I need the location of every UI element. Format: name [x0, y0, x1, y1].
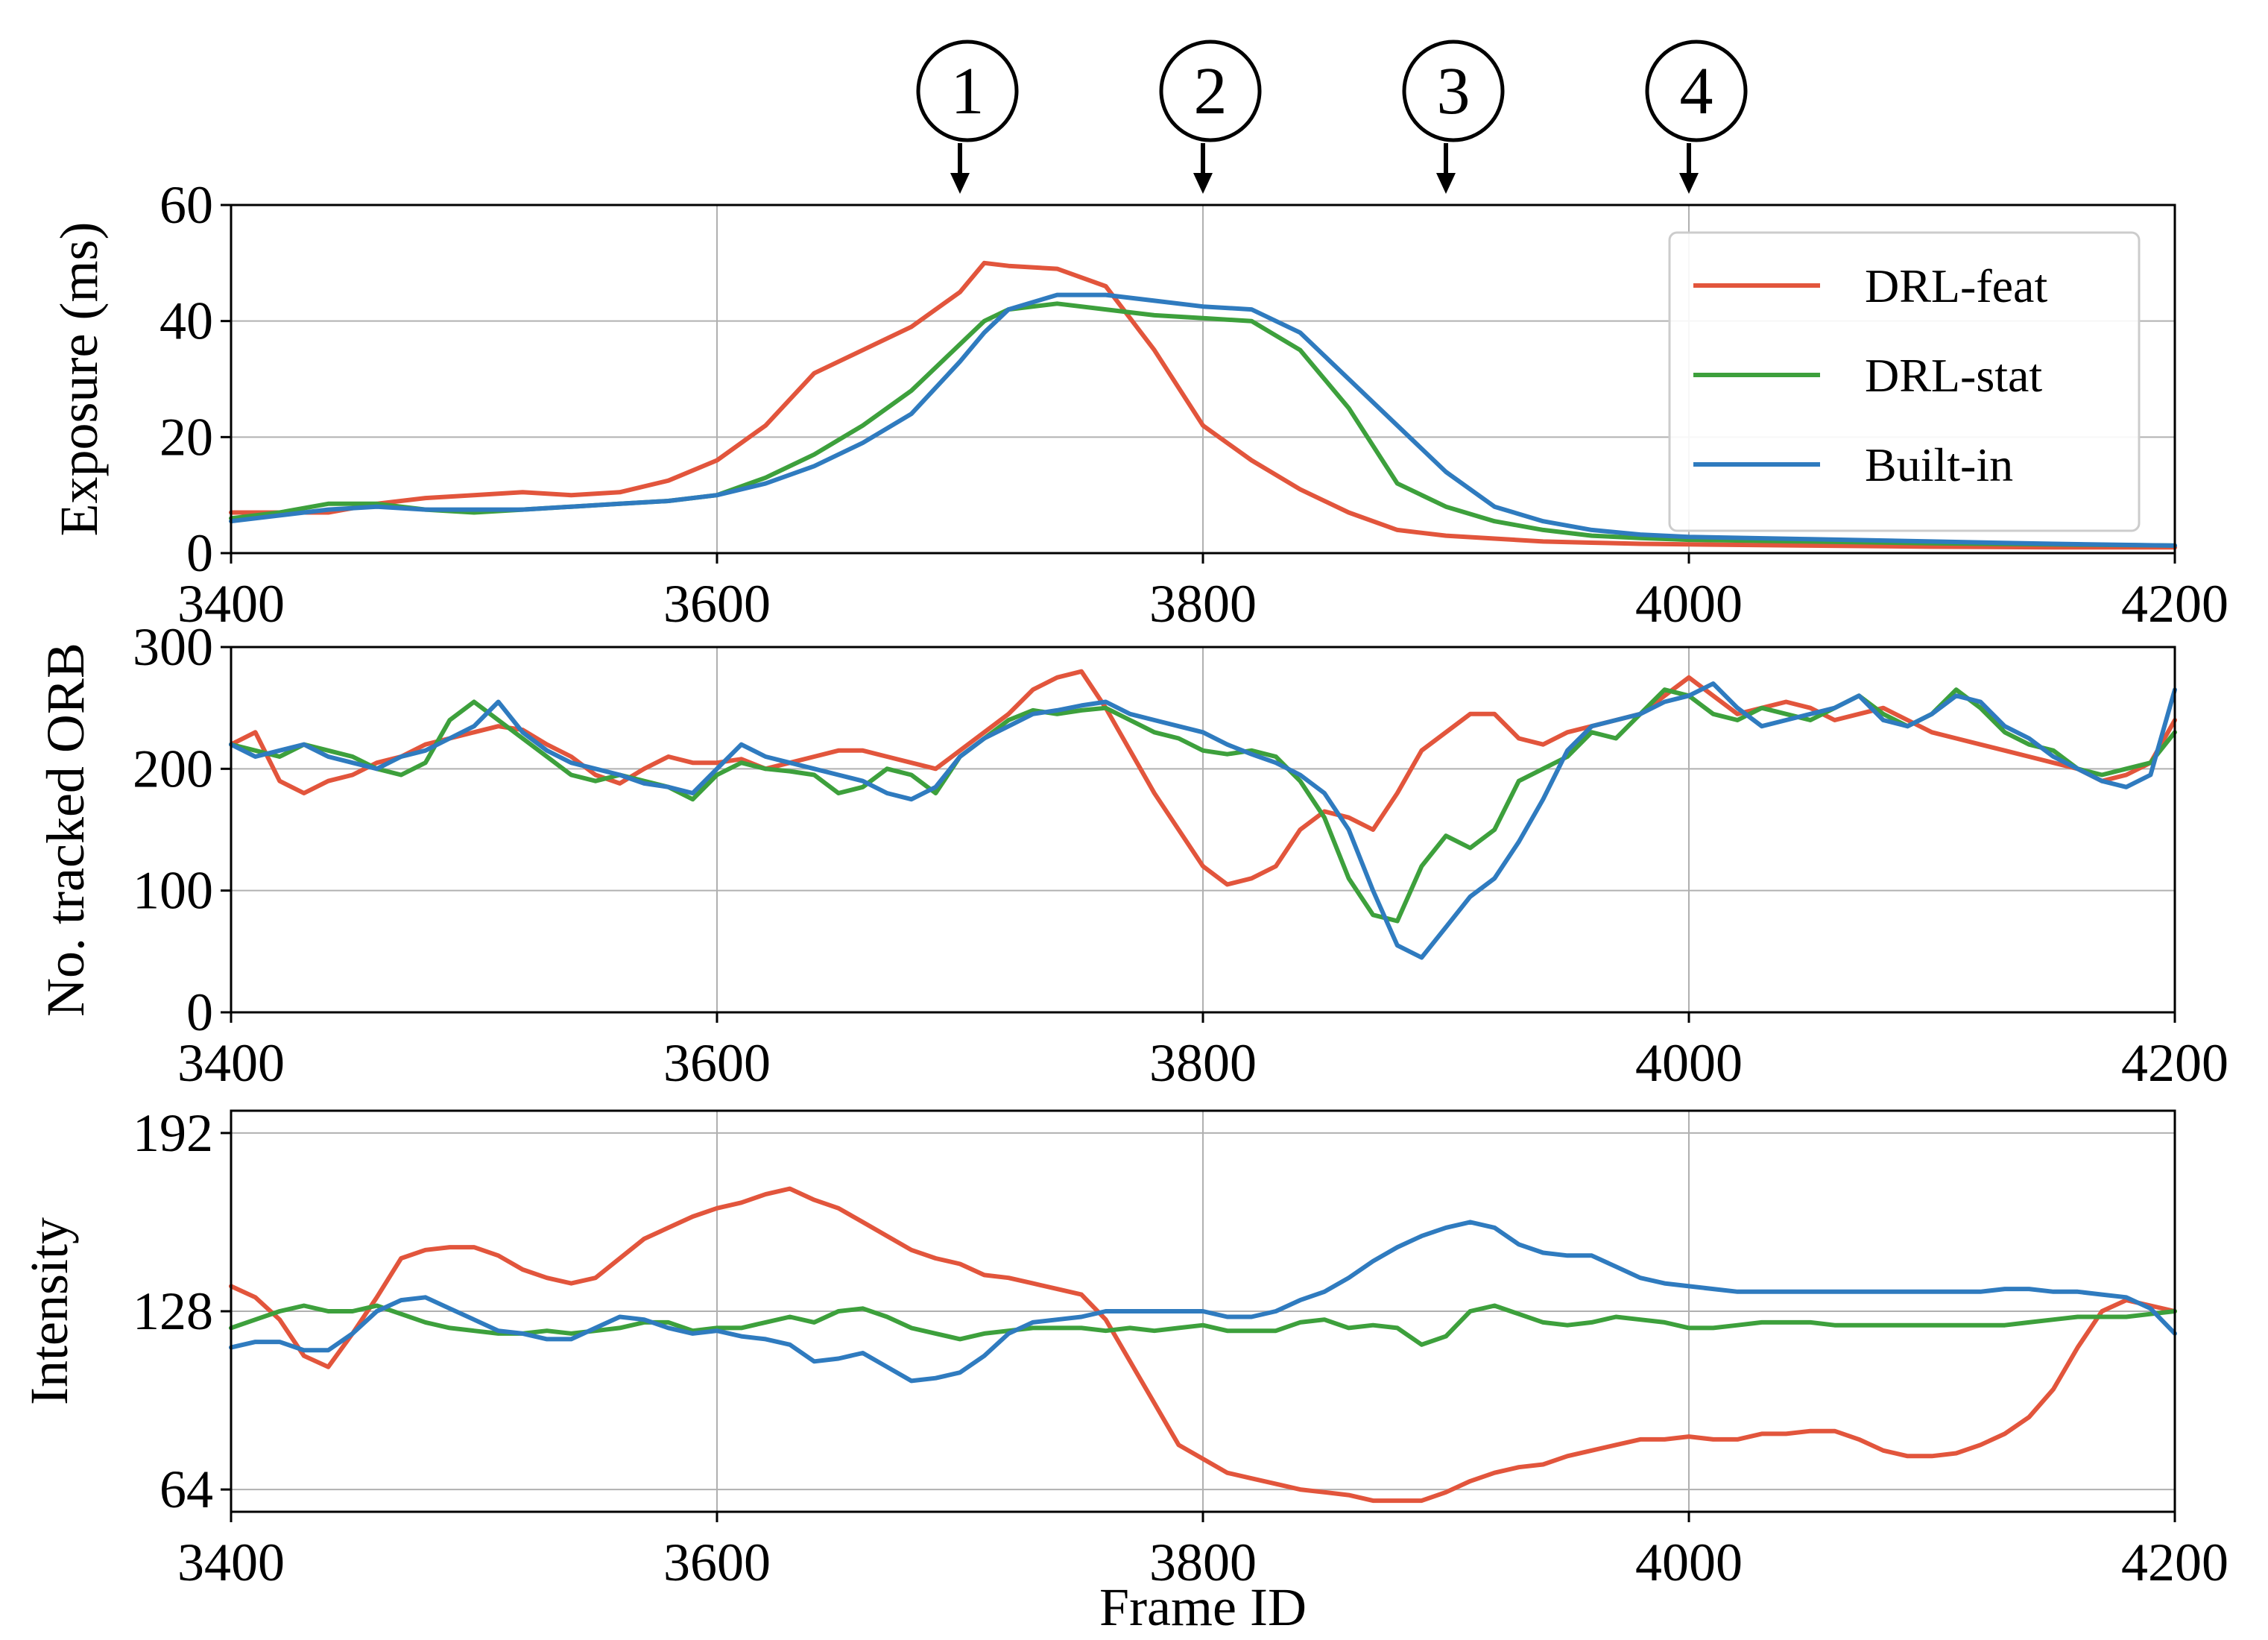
marker-circle: [1645, 40, 1748, 142]
series-line-built-in: [229, 1220, 2177, 1384]
y-tick-label: 20: [159, 407, 213, 467]
y-tick-label: 60: [159, 175, 213, 235]
x-tick-label: 3400: [177, 574, 285, 634]
x-tick-label: 4200: [2121, 1033, 2228, 1093]
y-tick-label: 200: [133, 739, 213, 798]
marker-circle: [916, 40, 1019, 142]
x-tick-label: 3400: [177, 1533, 285, 1592]
legend-frame: [1668, 231, 2141, 532]
x-tick-label: 3600: [663, 574, 771, 634]
y-tick-label: 0: [186, 983, 213, 1042]
y-tick-label: 100: [133, 861, 213, 921]
series-line-built-in: [229, 292, 2177, 548]
series-line-drl-feat: [229, 669, 2177, 887]
x-tick-label: 4200: [2121, 1533, 2228, 1592]
x-tick-label: 3800: [1149, 1533, 1257, 1592]
x-tick-label: 4000: [1635, 1033, 1743, 1093]
x-tick-label: 4000: [1635, 1533, 1743, 1592]
marker-label: 3: [1437, 54, 1471, 128]
y-tick-label: 0: [186, 523, 213, 583]
legend: DRL-feat DRL-stat Built-in: [1668, 231, 2141, 532]
legend-label-drl-stat: DRL-stat: [1865, 349, 2042, 402]
y-tick-label: 64: [159, 1460, 213, 1519]
y-tick-label: 300: [133, 617, 213, 677]
y-tick-label: 192: [133, 1103, 213, 1163]
y-axis-label: No. tracked ORB: [36, 643, 95, 1017]
x-tick-label: 3800: [1149, 574, 1257, 634]
marker-arrow-head: [950, 173, 970, 194]
series-line-drl-stat: [229, 1303, 2177, 1347]
x-tick-label: 4200: [2121, 574, 2228, 634]
series-line-built-in: [229, 681, 2177, 960]
legend-label-built-in: Built-in: [1865, 438, 2013, 491]
marker-2: 2: [1159, 40, 1262, 194]
y-tick-label: 40: [159, 291, 213, 351]
frame-markers: 1 2 3 4: [916, 40, 1748, 194]
x-tick-label: 3600: [663, 1533, 771, 1592]
marker-arrow-head: [1679, 173, 1699, 194]
y-tick-label: 128: [133, 1281, 213, 1341]
series-line-drl-feat: [229, 260, 2177, 550]
panel-intensity: 3400 3600 3800 4000 4200 64 128 192 Intensity Fra…: [19, 1103, 2228, 1637]
marker-arrow-head: [1436, 173, 1456, 194]
x-tick-label: 4000: [1635, 574, 1743, 634]
x-tick-label: 3600: [663, 1033, 771, 1093]
marker-arrow-head: [1193, 173, 1213, 194]
marker-circle: [1159, 40, 1262, 142]
x-tick-label: 3800: [1149, 1033, 1257, 1093]
y-axis-label: Intensity: [19, 1217, 79, 1405]
marker-label: 2: [1194, 54, 1228, 128]
series-line-drl-feat: [229, 1186, 2177, 1504]
y-axis-label: Exposure (ms): [49, 222, 109, 537]
marker-circle: [1402, 40, 1505, 142]
legend-label-drl-feat: DRL-feat: [1865, 259, 2047, 312]
marker-label: 1: [951, 54, 985, 128]
marker-3: 3: [1402, 40, 1505, 194]
marker-1: 1: [916, 40, 1019, 194]
marker-4: 4: [1645, 40, 1748, 194]
panel-tracked: 3400 3600 3800 4000 4200 0 100 200 300 No. tracke…: [36, 617, 2228, 1093]
marker-label: 4: [1680, 54, 1713, 128]
x-axis-label: Frame ID: [1099, 1577, 1307, 1637]
x-tick-label: 3400: [177, 1033, 285, 1093]
